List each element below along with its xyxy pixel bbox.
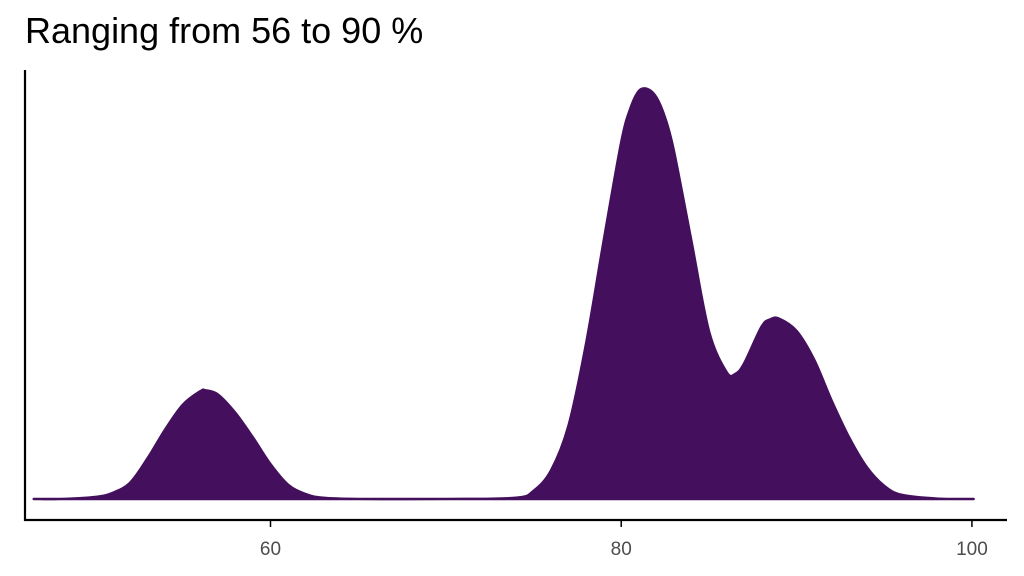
density-area-series-0 — [32, 87, 975, 501]
x-tick-label-80: 80 — [611, 539, 632, 560]
chart-title: Ranging from 56 to 90 % — [25, 10, 424, 51]
x-ticks-layer: 60 80 100 — [260, 521, 988, 560]
x-tick-label-100: 100 — [956, 539, 988, 560]
x-tick-label-60: 60 — [260, 539, 281, 560]
marks-layer — [32, 87, 975, 501]
